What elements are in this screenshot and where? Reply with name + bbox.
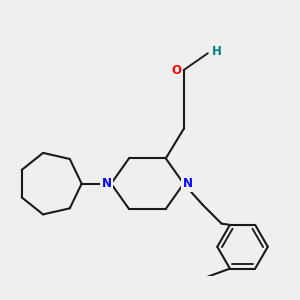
Text: O: O [171, 64, 181, 76]
Text: H: H [212, 45, 222, 58]
Text: N: N [183, 177, 193, 190]
Text: N: N [102, 177, 112, 190]
